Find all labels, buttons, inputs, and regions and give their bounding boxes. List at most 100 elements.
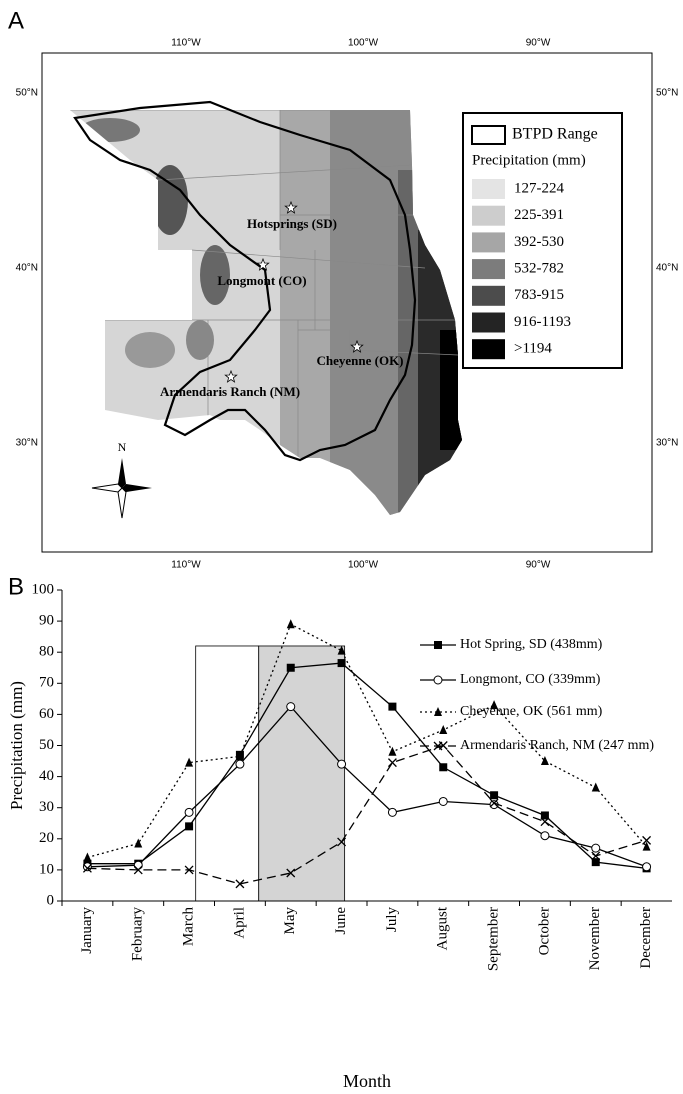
legend-swatch	[472, 339, 505, 360]
lon-label: 110°W	[171, 38, 201, 49]
marker	[387, 807, 397, 817]
marker	[184, 865, 194, 875]
legend-swatch	[472, 205, 505, 226]
lon-label: 90°W	[526, 38, 551, 49]
legend-label: 916-1193	[514, 314, 571, 330]
marker	[438, 796, 448, 806]
marker	[434, 641, 442, 649]
x-tick-label: March	[181, 907, 197, 947]
period-box-shaded	[258, 645, 346, 902]
y-tick-label: 80	[39, 644, 54, 660]
y-tick-label: 90	[39, 613, 54, 629]
marker	[433, 675, 443, 685]
site-label: Armendaris Ranch (NM)	[160, 384, 300, 399]
x-tick-label: June	[333, 907, 349, 935]
y-tick-label: 10	[39, 861, 54, 877]
marker	[185, 822, 194, 831]
lat-label: 50°N	[656, 88, 678, 99]
legend-swatch	[472, 179, 505, 199]
marker	[591, 858, 600, 867]
legend-label: >1194	[514, 341, 552, 357]
legend-label: 225-391	[514, 207, 564, 223]
marker	[434, 707, 442, 716]
x-tick-label: January	[79, 907, 95, 954]
legend-swatch	[472, 285, 505, 306]
x-tick-label: November	[587, 907, 603, 970]
lat-label: 30°N	[16, 438, 38, 449]
marker	[134, 838, 143, 848]
panel-label: A	[8, 7, 24, 34]
marker	[439, 724, 448, 734]
lon-label: 90°W	[526, 560, 551, 571]
marker	[540, 817, 550, 827]
site-star	[284, 200, 298, 214]
x-tick-label: July	[384, 907, 400, 933]
lon-label: 100°W	[348, 560, 379, 571]
compass	[91, 458, 152, 519]
site-label: Longmont (CO)	[217, 273, 306, 288]
legend-label: 127-224	[514, 180, 564, 196]
site-star	[350, 339, 364, 353]
marker	[286, 619, 295, 629]
marker	[433, 741, 443, 751]
marker	[642, 841, 651, 851]
range-swatch	[471, 125, 506, 145]
legend-label: 783-915	[514, 287, 564, 303]
marker	[642, 862, 652, 872]
marker	[286, 868, 296, 878]
legend-label: Armendaris Ranch, NM (247 mm)	[460, 738, 654, 753]
marker	[133, 865, 143, 875]
site-label: Hotsprings (SD)	[247, 216, 337, 231]
y-tick-label: 30	[39, 799, 54, 815]
y-tick-label: 50	[39, 737, 54, 753]
marker	[591, 851, 601, 861]
btpd-range	[73, 100, 417, 462]
series-line	[87, 662, 647, 869]
marker	[540, 811, 549, 820]
marker	[83, 852, 92, 862]
x-axis-label: Month	[343, 1071, 391, 1091]
legend-swatch	[472, 259, 505, 280]
lat-label: 40°N	[656, 263, 678, 274]
y-tick-label: 40	[39, 768, 54, 784]
legend-title: Precipitation (mm)	[472, 152, 586, 168]
marker	[540, 831, 550, 841]
marker	[82, 862, 92, 872]
marker	[388, 702, 397, 711]
site-label: Cheyenne (OK)	[316, 353, 403, 368]
legend-label: 532-782	[514, 261, 564, 277]
legend-swatch	[472, 232, 505, 253]
legend-label: Longmont, CO (339mm)	[460, 672, 601, 687]
lat-label: 50°N	[16, 88, 38, 99]
y-axis-label: Precipitation (mm)	[7, 681, 26, 810]
marker	[235, 759, 245, 769]
marker	[540, 756, 549, 766]
marker	[337, 659, 346, 668]
marker	[82, 863, 92, 873]
x-tick-label: April	[231, 907, 247, 939]
marker	[490, 700, 499, 710]
marker	[337, 837, 347, 847]
x-tick-label: February	[130, 907, 146, 962]
y-tick-label: 60	[39, 706, 54, 722]
marker	[642, 835, 652, 845]
marker	[337, 645, 346, 655]
marker	[235, 751, 244, 761]
marker	[490, 791, 499, 800]
legend-swatch	[472, 312, 505, 333]
legend-label: Hot Spring, SD (438mm)	[460, 637, 603, 652]
x-tick-label: December	[638, 907, 654, 969]
lat-label: 40°N	[16, 263, 38, 274]
series-line	[87, 705, 647, 868]
site-star	[256, 257, 270, 271]
marker	[387, 758, 397, 768]
y-tick-label: 0	[47, 892, 55, 908]
lat-label: 30°N	[656, 438, 678, 449]
legend-label: 392-530	[514, 234, 564, 250]
marker	[286, 663, 295, 672]
x-tick-label: May	[282, 907, 298, 935]
marker	[591, 782, 600, 792]
marker	[388, 746, 397, 756]
